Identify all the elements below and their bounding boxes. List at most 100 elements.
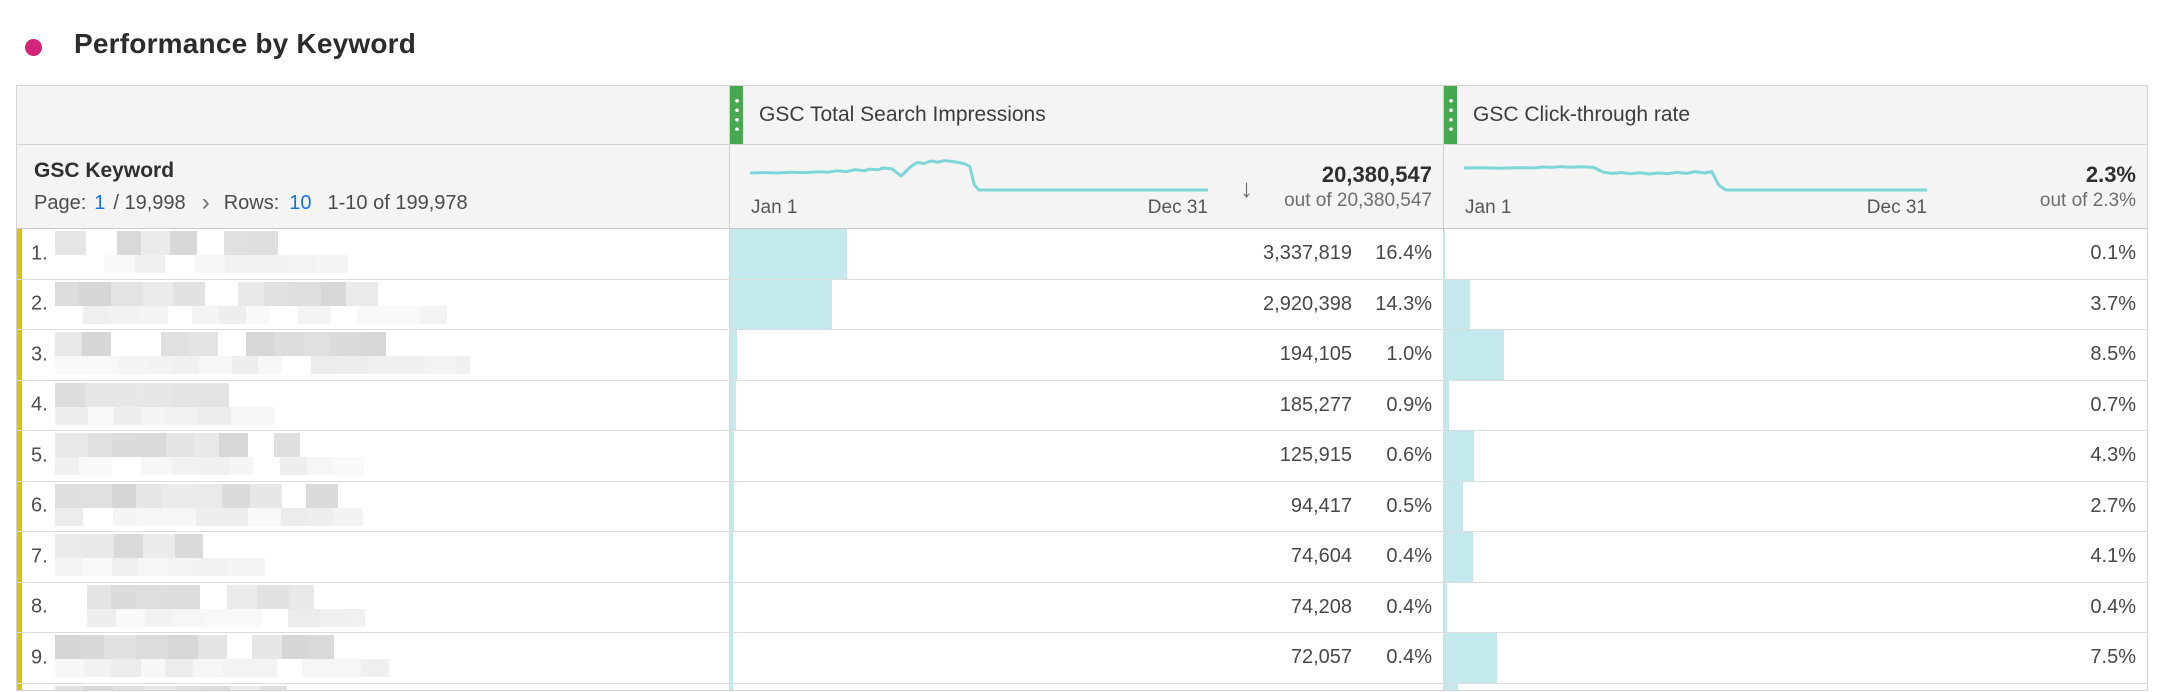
table-row[interactable]: 1. 3,337,819 16.4% 0.1% [17,229,2147,280]
row-range-text: 1-10 of 199,978 [327,192,468,214]
column-drag-handle-icon[interactable] [730,86,743,144]
keyword-cell[interactable]: 8. [17,582,729,632]
ctr-cell[interactable]: 2.7% [1443,481,2147,531]
keyword-cell[interactable]: 9. [17,633,729,683]
keyword-cell[interactable] [17,683,729,690]
ctr-values: 4.1% [2090,532,2136,582]
ctr-cell[interactable]: 7.5% [1443,633,2147,683]
impressions-percent: 0.6% [1386,444,1432,467]
impressions-cell[interactable]: 3,337,819 16.4% [729,229,1443,279]
column-header-row: GSC Total Search Impressions GSC Click-t… [17,86,2147,145]
redacted-keyword [55,433,365,479]
table-row[interactable]: 6. 94,417 0.5% 2.7% [17,481,2147,532]
table-row[interactable]: 8. 74,208 0.4% 0.4% [17,582,2147,633]
ctr-values: 0.7% [2090,381,2136,431]
redacted-keyword [55,332,470,378]
impressions-percent: 1.0% [1386,343,1432,366]
row-accent-bar [17,229,22,279]
impressions-bar [730,229,847,279]
ctr-bar [1444,279,1470,329]
ctr-values: 0.4% [2090,583,2136,633]
table-row[interactable]: 7. 74,604 0.4% 4.1% [17,532,2147,583]
ctr-cell[interactable]: 0.7% [1443,380,2147,431]
ctr-cell[interactable]: 8.5% [1443,330,2147,380]
keyword-cell[interactable]: 2. [17,279,729,329]
dimension-title[interactable]: GSC Keyword [34,159,175,182]
row-number: 9. [31,646,48,669]
impressions-values: 74,604 0.4% [1291,532,1432,582]
column-drag-handle-icon[interactable] [1444,86,1457,144]
panel-title: Performance by Keyword [74,28,417,59]
keyword-cell[interactable]: 3. [17,330,729,380]
ctr-values: 0.1% [2090,229,2136,279]
table-row[interactable]: 5. 125,915 0.6% 4.3% [17,431,2147,482]
ctr-cell[interactable] [1443,683,2147,690]
ctr-percent: 3.7% [2090,292,2136,315]
ctr-bar [1444,683,1459,690]
rows-count-link[interactable]: 10 [289,192,312,214]
row-accent-bar [17,683,22,690]
row-accent-bar [17,330,22,380]
ctr-values: 4.3% [2090,431,2136,481]
impressions-percent: 0.9% [1386,393,1432,416]
ctr-cell[interactable]: 4.3% [1443,431,2147,481]
row-accent-bar [17,582,22,632]
redacted-keyword [55,635,390,681]
page-current-link[interactable]: 1 [94,192,106,214]
keyword-cell[interactable]: 1. [17,229,729,279]
table-row[interactable]: 2. 2,920,398 14.3% 3.7% [17,279,2147,330]
impressions-total-outof: out of 20,380,547 [1284,189,1432,211]
table-row[interactable]: 4. 185,277 0.9% 0.7% [17,380,2147,431]
keyword-cell[interactable]: 4. [17,380,729,430]
impressions-values: 74,208 0.4% [1291,583,1432,633]
row-number: 3. [31,343,48,366]
sparkline-start-date: Jan 1 [751,197,798,218]
impressions-bar [730,532,733,582]
ctr-cell[interactable]: 3.7% [1443,279,2147,329]
column-header-ctr[interactable]: GSC Click-through rate [1443,86,2147,144]
row-accent-bar [17,431,22,481]
ctr-cell[interactable]: 0.4% [1443,582,2147,633]
table-row[interactable] [17,683,2147,690]
redacted-keyword [55,534,265,580]
ctr-values: 7.5% [2090,633,2136,683]
row-number: 6. [31,494,48,517]
ctr-percent: 4.1% [2090,545,2136,568]
impressions-percent: 0.4% [1386,595,1432,618]
column-header-impressions[interactable]: GSC Total Search Impressions [729,86,1443,144]
impressions-values: 185,277 0.9% [1280,381,1432,431]
redacted-keyword [55,382,275,429]
keyword-cell[interactable]: 7. [17,532,729,582]
ctr-total-value: 2.3% [2085,161,2136,187]
ctr-sparkline [1464,165,1927,192]
ctr-bar [1444,532,1473,582]
table-row[interactable]: 9. 72,057 0.4% 7.5% [17,633,2147,684]
ctr-bar [1444,481,1463,531]
impressions-cell[interactable]: 74,208 0.4% [729,582,1443,633]
panel-header: Performance by Keyword [0,0,2164,85]
impressions-cell[interactable]: 125,915 0.6% [729,431,1443,481]
ctr-percent: 0.1% [2090,242,2136,265]
impressions-cell[interactable]: 2,920,398 14.3% [729,279,1443,329]
impressions-cell[interactable]: 185,277 0.9% [729,380,1443,431]
keyword-cell[interactable]: 6. [17,481,729,531]
ctr-bar [1444,380,1449,430]
ctr-cell[interactable]: 0.1% [1443,229,2147,279]
impressions-cell[interactable]: 94,417 0.5% [729,481,1443,531]
impressions-cell[interactable]: 72,057 0.4% [729,633,1443,683]
impressions-cell[interactable] [729,683,1443,690]
impressions-summary-cell: Jan 1 Dec 31 ↓ 20,380,547 out of 20,380,… [729,145,1443,228]
ctr-percent: 7.5% [2090,646,2136,669]
keyword-cell[interactable]: 5. [17,431,729,481]
table-row[interactable]: 3. 194,105 1.0% 8.5% [17,330,2147,381]
impressions-cell[interactable]: 74,604 0.4% [729,532,1443,582]
next-page-icon[interactable]: › [201,188,210,216]
sort-descending-icon[interactable]: ↓ [1240,173,1253,203]
impressions-value: 2,920,398 [1263,292,1352,315]
ctr-cell[interactable]: 4.1% [1443,532,2147,582]
impressions-total-value: 20,380,547 [1321,161,1432,187]
row-number: 7. [31,545,48,568]
page-label: Page: [34,192,87,214]
impressions-cell[interactable]: 194,105 1.0% [729,330,1443,380]
row-number: 2. [31,292,48,315]
